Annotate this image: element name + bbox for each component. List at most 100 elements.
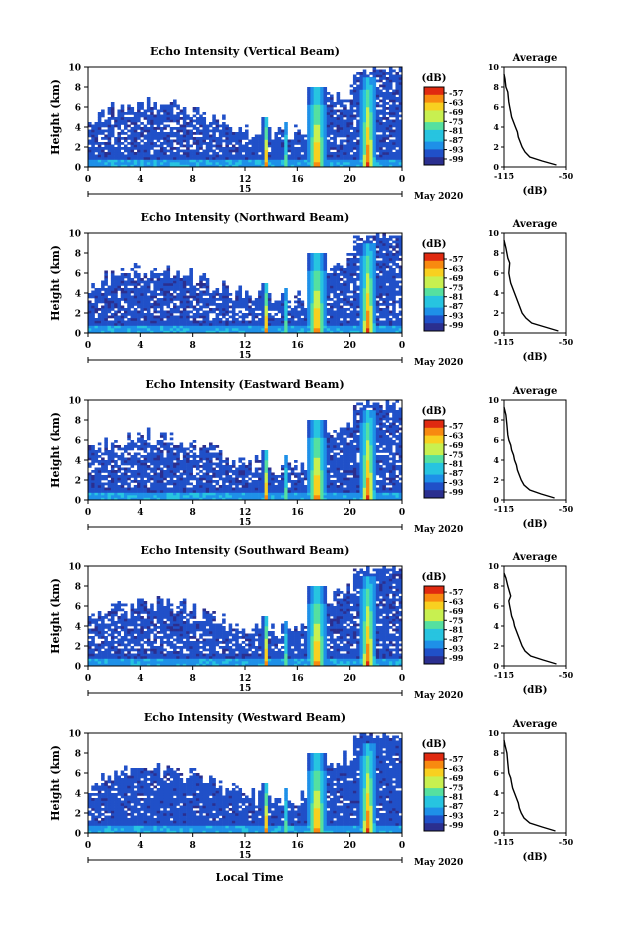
heatmap-cell <box>238 325 243 329</box>
heatmap-cell <box>137 157 141 160</box>
heatmap-cell <box>359 97 364 100</box>
heatmap-cell <box>173 278 177 281</box>
heatmap-cell <box>254 144 259 148</box>
heatmap-cell <box>359 298 364 301</box>
heatmap-cell <box>137 293 141 296</box>
heatmap-cell <box>388 238 393 241</box>
heatmap-cell <box>169 465 174 468</box>
heatmap-cell <box>372 273 377 276</box>
heatmap-cell <box>192 139 197 143</box>
heatmap-cell <box>156 288 161 291</box>
heatmap-cell <box>264 305 269 309</box>
heatmap-cell <box>176 139 180 143</box>
heatmap-cell <box>375 159 380 163</box>
heatmap-cell <box>316 300 321 304</box>
heatmap-cell <box>189 320 193 324</box>
heatmap-cell <box>326 109 331 113</box>
heatmap-cell <box>133 480 138 483</box>
heatmap-cell <box>323 283 328 286</box>
heatmap-cell <box>330 288 334 291</box>
heatmap-cell <box>166 450 171 453</box>
heatmap-cell <box>140 485 144 488</box>
heatmap-cell <box>156 318 161 321</box>
heatmap-cell <box>212 320 216 324</box>
heatmap-cell <box>241 162 246 165</box>
heatmap-cell <box>215 142 220 145</box>
heatmap-cell <box>349 275 354 279</box>
heatmap-cell <box>189 162 193 165</box>
heatmap-cell <box>137 107 141 110</box>
heatmap-cell <box>395 280 400 284</box>
heatmap-cell <box>280 315 285 319</box>
heatmap-cell <box>166 467 171 471</box>
heatmap-cell <box>133 154 138 158</box>
heatmap-cell <box>339 104 344 108</box>
heatmap-cell <box>133 288 138 291</box>
heatmap-cell <box>176 315 180 319</box>
heatmap-cell <box>137 278 141 281</box>
heatmap-cell <box>264 164 269 168</box>
heatmap-cell <box>379 260 383 264</box>
heatmap-cell <box>91 142 95 145</box>
heatmap-cell <box>130 497 135 501</box>
heatmap-cell <box>359 117 364 120</box>
heatmap-cell <box>398 119 403 123</box>
heatmap-cell <box>199 323 203 326</box>
heatmap-cell <box>359 258 364 261</box>
heatmap-cell <box>146 127 151 130</box>
heatmap-cell <box>173 472 177 476</box>
heatmap-cell <box>392 283 396 286</box>
heatmap-cell <box>369 159 373 163</box>
heatmap-cell <box>310 107 314 110</box>
heatmap-cell <box>150 117 154 120</box>
heatmap-cell <box>146 323 151 326</box>
heatmap-cell <box>372 288 377 291</box>
heatmap-cell <box>372 119 377 123</box>
heatmap-cell <box>356 328 360 331</box>
heatmap-cell <box>140 139 144 143</box>
heatmap-cell <box>169 432 174 436</box>
heatmap-cell <box>294 137 298 140</box>
heatmap-cell <box>140 149 144 153</box>
heatmap-cell <box>398 245 403 249</box>
heatmap-cell <box>385 82 390 85</box>
heatmap-cell <box>245 313 249 316</box>
heatmap-cell <box>143 142 148 145</box>
heatmap-cell <box>346 149 350 153</box>
heatmap-cell <box>388 159 393 163</box>
heatmap-cell <box>176 305 180 309</box>
heatmap-cell <box>385 328 390 331</box>
heatmap-cell <box>375 295 380 299</box>
heatmap-cell <box>346 253 350 256</box>
heatmap-cell <box>195 164 200 168</box>
heatmap-cell <box>267 300 272 304</box>
heatmap-cell <box>392 97 396 100</box>
heatmap-cell <box>297 293 301 296</box>
heatmap-cell <box>336 92 341 95</box>
heatmap-cell <box>346 127 350 130</box>
heatmap-cell <box>369 285 373 289</box>
heatmap-cell <box>382 84 386 88</box>
heatmap-cell <box>202 112 207 115</box>
heatmap-cell <box>284 159 288 163</box>
heatmap-cell <box>117 147 122 150</box>
heatmap-cell <box>343 154 347 158</box>
profile-y-tick-label: 2 <box>493 142 499 152</box>
heatmap-cell <box>222 320 226 324</box>
heatmap-cell <box>88 445 92 448</box>
heatmap-cell <box>372 238 377 241</box>
heatmap-cell <box>130 290 135 294</box>
heatmap-cell <box>323 127 328 130</box>
heatmap-cell <box>146 283 151 286</box>
heatmap-cell <box>101 310 105 314</box>
heatmap-cell <box>258 142 262 145</box>
heatmap-cell <box>395 164 400 168</box>
heatmap-cell <box>192 295 197 299</box>
heatmap-cell <box>245 142 249 145</box>
heatmap-cell <box>310 127 314 130</box>
heatmap-cell <box>303 152 308 155</box>
heatmap-cell <box>385 255 390 259</box>
heatmap-cell <box>146 303 151 306</box>
heatmap-cell <box>336 117 341 120</box>
heatmap-cell <box>398 77 403 80</box>
